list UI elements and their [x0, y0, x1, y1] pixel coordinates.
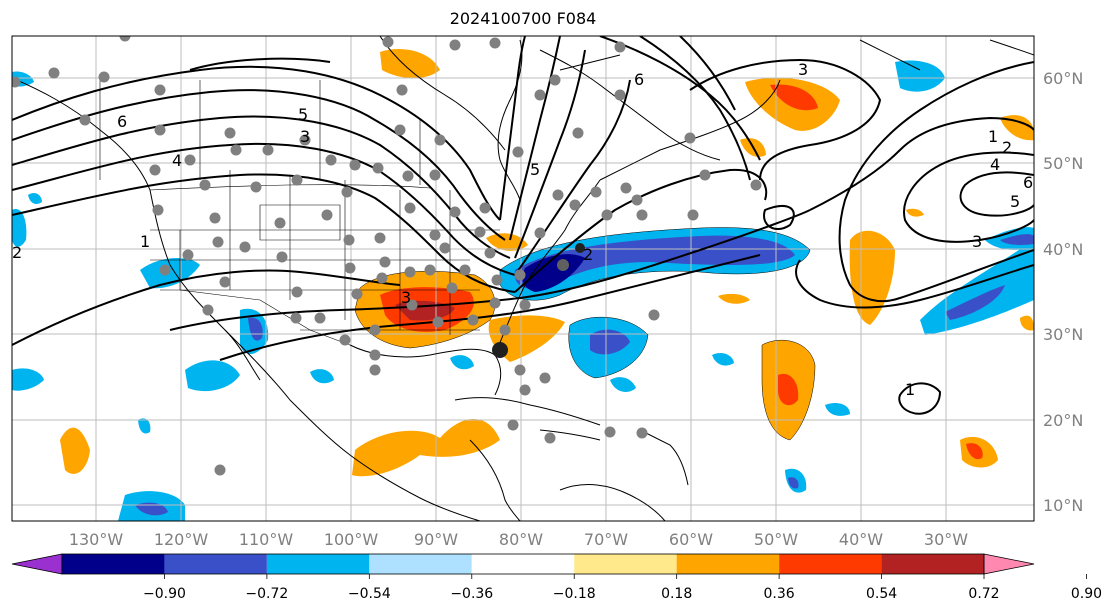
latitude-labels: 60°N 50°N 40°N 30°N 20°N 10°N [1043, 69, 1083, 515]
contour-label: 5 [1010, 192, 1020, 211]
contour-label: 6 [117, 112, 127, 131]
contour-label: 4 [172, 151, 182, 170]
contour-label: 2 [583, 245, 593, 264]
contour-label: 3 [972, 232, 982, 251]
contour-label: 5 [530, 160, 540, 179]
contour-label: 2 [12, 243, 22, 262]
lon-label: 30°W [924, 530, 968, 549]
lon-label: 40°W [839, 530, 883, 549]
contour-label: 2 [1002, 138, 1012, 157]
colorbar-tick-label: −0.36 [450, 586, 493, 602]
anomaly-negative-pacific [140, 258, 200, 289]
contour-label: 1 [905, 380, 915, 399]
coastlines [12, 36, 1034, 521]
colorbar-extend-high [983, 553, 1035, 575]
colorbar-tick-label: 0.54 [866, 586, 897, 602]
colorbar-segment [62, 554, 165, 574]
lat-label: 30°N [1043, 325, 1083, 344]
contour-label: 3 [401, 288, 411, 307]
contour-label: 6 [634, 70, 644, 89]
station-dots [12, 36, 762, 476]
lat-label: 10°N [1043, 496, 1083, 515]
map-frame [11, 35, 1035, 522]
lon-label: 110°W [239, 530, 294, 549]
colorbar-tick-label: −0.54 [348, 586, 391, 602]
contour-label: 6 [1023, 173, 1033, 192]
colorbar-segment [676, 554, 780, 574]
lon-label: 70°W [584, 530, 628, 549]
lon-label: 120°W [154, 530, 209, 549]
contour-labels: 6 5 4 3 2 1 6 3 1 2 4 6 5 3 5 2 3 1 [12, 60, 1033, 399]
contour-label: 1 [988, 127, 998, 146]
colorbar-segment [779, 554, 882, 574]
lat-label: 50°N [1043, 154, 1083, 173]
colorbar-segment [369, 554, 472, 574]
colorbar-segment [266, 554, 370, 574]
colorbar-extend-low [11, 553, 63, 575]
lat-label: 20°N [1043, 411, 1083, 430]
lon-label: 130°W [69, 530, 124, 549]
map-title: 2024100700 F084 [449, 9, 597, 28]
colorbar-segment [471, 554, 575, 574]
contour-label: 4 [990, 155, 1000, 174]
storm-markers [492, 243, 585, 358]
shading-outlines [354, 227, 816, 441]
lon-label: 90°W [414, 530, 458, 549]
colorbar-tick-label: 0.18 [661, 586, 692, 602]
colorbar-tick-label: −0.18 [553, 586, 596, 602]
contour-label: 3 [300, 127, 310, 146]
colorbar-tick-label: 0.72 [968, 586, 999, 602]
contour-lines [12, 36, 1034, 415]
colorbar: −0.90 −0.72 −0.54 −0.36 −0.18 0.18 0.36 0.54 0.7… [11, 553, 1102, 602]
lon-label: 60°W [669, 530, 713, 549]
colorbar-segment [164, 554, 267, 574]
colorbar-tick-label: −0.90 [143, 586, 186, 602]
anomaly-positive-hudson [380, 49, 440, 79]
longitude-labels: 130°W 120°W 110°W 100°W 90°W 80°W 70°W 6… [69, 530, 968, 549]
contour-label: 5 [298, 105, 308, 124]
lat-label: 40°N [1043, 240, 1083, 259]
lon-label: 80°W [499, 530, 543, 549]
colorbar-outline [61, 553, 985, 575]
contour-label: 3 [798, 60, 808, 79]
colorbar-segment [881, 554, 984, 574]
colorbar-tick-label: −0.72 [245, 586, 288, 602]
colorbar-segment [574, 554, 677, 574]
lat-label: 60°N [1043, 69, 1083, 88]
anomaly-positive-central-america [352, 419, 500, 477]
lon-label: 50°W [754, 530, 798, 549]
lon-label: 100°W [324, 530, 379, 549]
colorbar-tick-label: 0.36 [764, 586, 795, 602]
colorbar-tick-label: 0.90 [1071, 586, 1102, 602]
contour-label: 1 [140, 232, 150, 251]
